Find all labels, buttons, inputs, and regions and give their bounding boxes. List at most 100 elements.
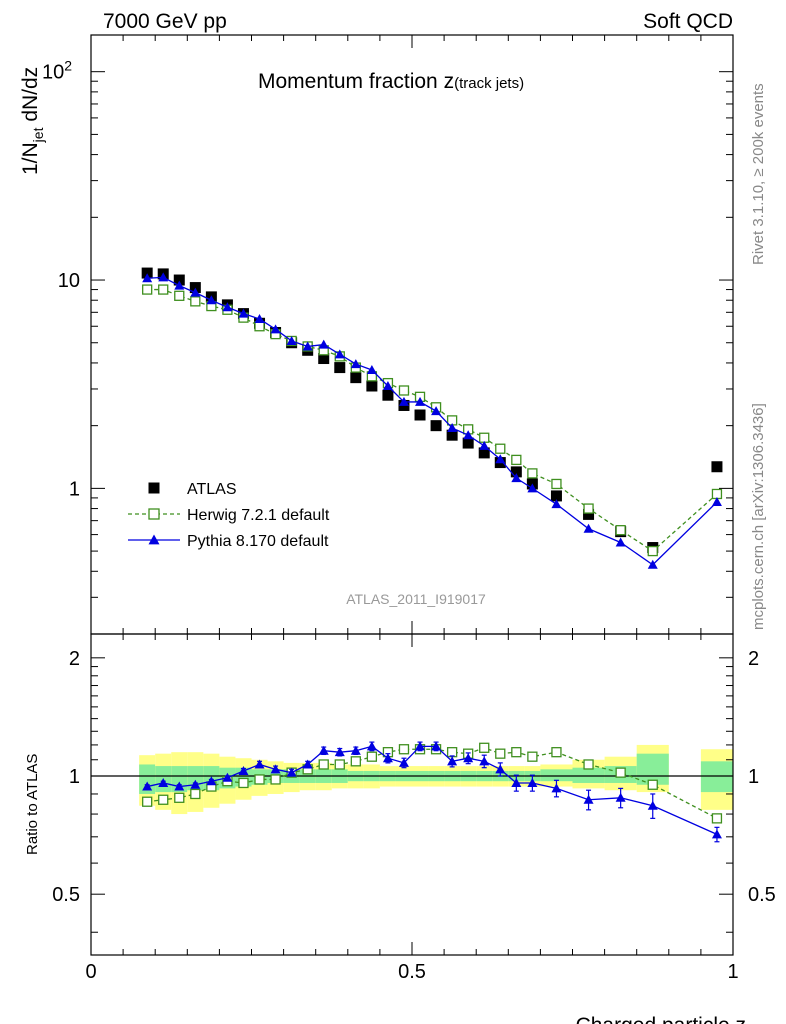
herwig-ratio-point — [174, 792, 185, 803]
legend: ATLAS Herwig 7.2.1 default Pythia 8.170 de… — [128, 481, 330, 550]
y-axis-label-post: dN/dz — [19, 67, 42, 128]
herwig-ratio-point — [270, 774, 281, 785]
y-tick-label-exponent: 2 — [64, 58, 72, 74]
ratio-plot-series — [142, 741, 723, 843]
herwig-point — [174, 290, 185, 301]
herwig-ratio-point — [142, 796, 153, 807]
atlas-point — [318, 353, 330, 365]
band-green-26 — [572, 767, 605, 783]
atlas-point — [462, 437, 474, 449]
pythia-ratio-point — [350, 745, 361, 755]
pythia-ratio-point — [366, 741, 377, 751]
pythia-point — [334, 349, 345, 359]
pythia-point — [527, 483, 538, 493]
atlas-point — [583, 508, 595, 520]
main-plot-series — [141, 267, 723, 569]
pythia-ratio-point — [222, 772, 233, 782]
axis-ticks — [90, 35, 734, 955]
atlas-point — [173, 274, 185, 286]
y-tick-label: 102 — [42, 58, 72, 84]
pythia-ratio-point — [238, 765, 249, 775]
pythia-ratio-point — [286, 767, 297, 777]
herwig-point — [527, 468, 538, 479]
y-axis-label-sub: jet — [30, 127, 46, 143]
legend-pythia-label: Pythia 8.170 default — [187, 533, 329, 550]
pythia-point — [174, 280, 185, 290]
pythia-point — [479, 440, 490, 450]
atlas-point — [510, 466, 522, 478]
analysis-id: ATLAS_2011_I919017 — [346, 591, 486, 607]
atlas-point — [446, 429, 458, 441]
header-left: 7000 GeV pp — [103, 10, 227, 33]
herwig-point — [158, 284, 169, 295]
pythia-ratio-point — [583, 794, 594, 804]
pythia-point — [206, 295, 217, 305]
pythia-ratio-point — [302, 759, 313, 769]
axis-tick-labels: 0 0.5 1 1 10 102 0.5 0.5 1 1 2 2 — [42, 58, 776, 983]
pythia-ratio-point — [174, 781, 185, 791]
herwig-ratio-point — [398, 744, 410, 755]
pythia-point — [142, 273, 153, 283]
atlas-point — [711, 461, 723, 473]
herwig-point — [398, 385, 410, 396]
pythia-ratio-point — [334, 747, 345, 757]
y-tick-label: 1 — [69, 478, 80, 500]
pythia-point — [463, 430, 474, 440]
pythia-point — [350, 359, 361, 369]
header-right: Soft QCD — [643, 10, 733, 33]
band-green-28 — [636, 753, 669, 785]
pythia-ratio-point — [254, 759, 265, 769]
pythia-ratio-point — [495, 764, 506, 774]
atlas-point — [430, 420, 442, 432]
pythia-ratio-point — [711, 829, 722, 839]
pythia-point — [318, 339, 329, 349]
pythia-point — [382, 381, 393, 391]
legend-pythia-marker — [148, 534, 160, 545]
pythia-ratio-point — [447, 756, 458, 766]
ratio-y-tick-label-right: 0.5 — [748, 884, 776, 906]
x-axis-label: Charged particle z — [576, 1014, 746, 1024]
pythia-ratio-point — [615, 792, 626, 802]
herwig-ratio-point — [527, 751, 538, 762]
herwig-ratio-point — [350, 756, 361, 767]
pythia-point — [302, 341, 313, 351]
ratio-y-axis-label: Ratio to ATLAS — [24, 754, 41, 855]
pythia-ratio-point — [206, 776, 217, 786]
herwig-ratio-point — [190, 788, 201, 800]
pythia-ratio-point — [551, 783, 562, 793]
atlas-point — [141, 267, 153, 279]
plot-title-main: Momentum fraction — [258, 70, 444, 93]
atlas-point — [350, 372, 362, 384]
y-tick-label: 10 — [58, 270, 80, 292]
herwig-ratio-point — [158, 794, 169, 805]
herwig-ratio-point — [366, 751, 378, 762]
herwig-ratio-point — [711, 813, 723, 824]
pythia-point — [711, 497, 722, 507]
y-axis-label-pre: 1/N — [19, 142, 42, 175]
herwig-ratio-point — [238, 777, 249, 789]
pythia-ratio-point — [463, 753, 474, 763]
pythia-point — [286, 335, 297, 345]
pythia-point — [254, 314, 265, 324]
ratio-y-tick-label-right: 2 — [748, 648, 759, 670]
pythia-point — [647, 559, 658, 569]
pythia-point — [583, 523, 594, 533]
herwig-point — [647, 545, 658, 557]
pythia-ratio-point — [158, 777, 169, 787]
plot-title: Momentum fraction z(track jets) — [258, 70, 524, 93]
legend-herwig-label: Herwig 7.2.1 default — [187, 507, 330, 524]
herwig-ratio-point — [495, 748, 506, 759]
x-tick-label: 0.5 — [398, 961, 426, 983]
x-tick-label: 0 — [85, 961, 96, 983]
pythia-ratio-point — [479, 756, 490, 766]
herwig-ratio-point — [511, 747, 522, 758]
pythia-ratio-point — [647, 800, 658, 810]
pythia-point — [366, 364, 377, 374]
pythia-ratio-point — [415, 741, 426, 751]
herwig-point — [511, 454, 522, 466]
pythia-point — [190, 287, 201, 297]
pythia-ratio-point — [318, 745, 329, 755]
pythia-point — [551, 499, 562, 509]
herwig-point — [254, 321, 265, 332]
atlas-point — [550, 490, 562, 502]
